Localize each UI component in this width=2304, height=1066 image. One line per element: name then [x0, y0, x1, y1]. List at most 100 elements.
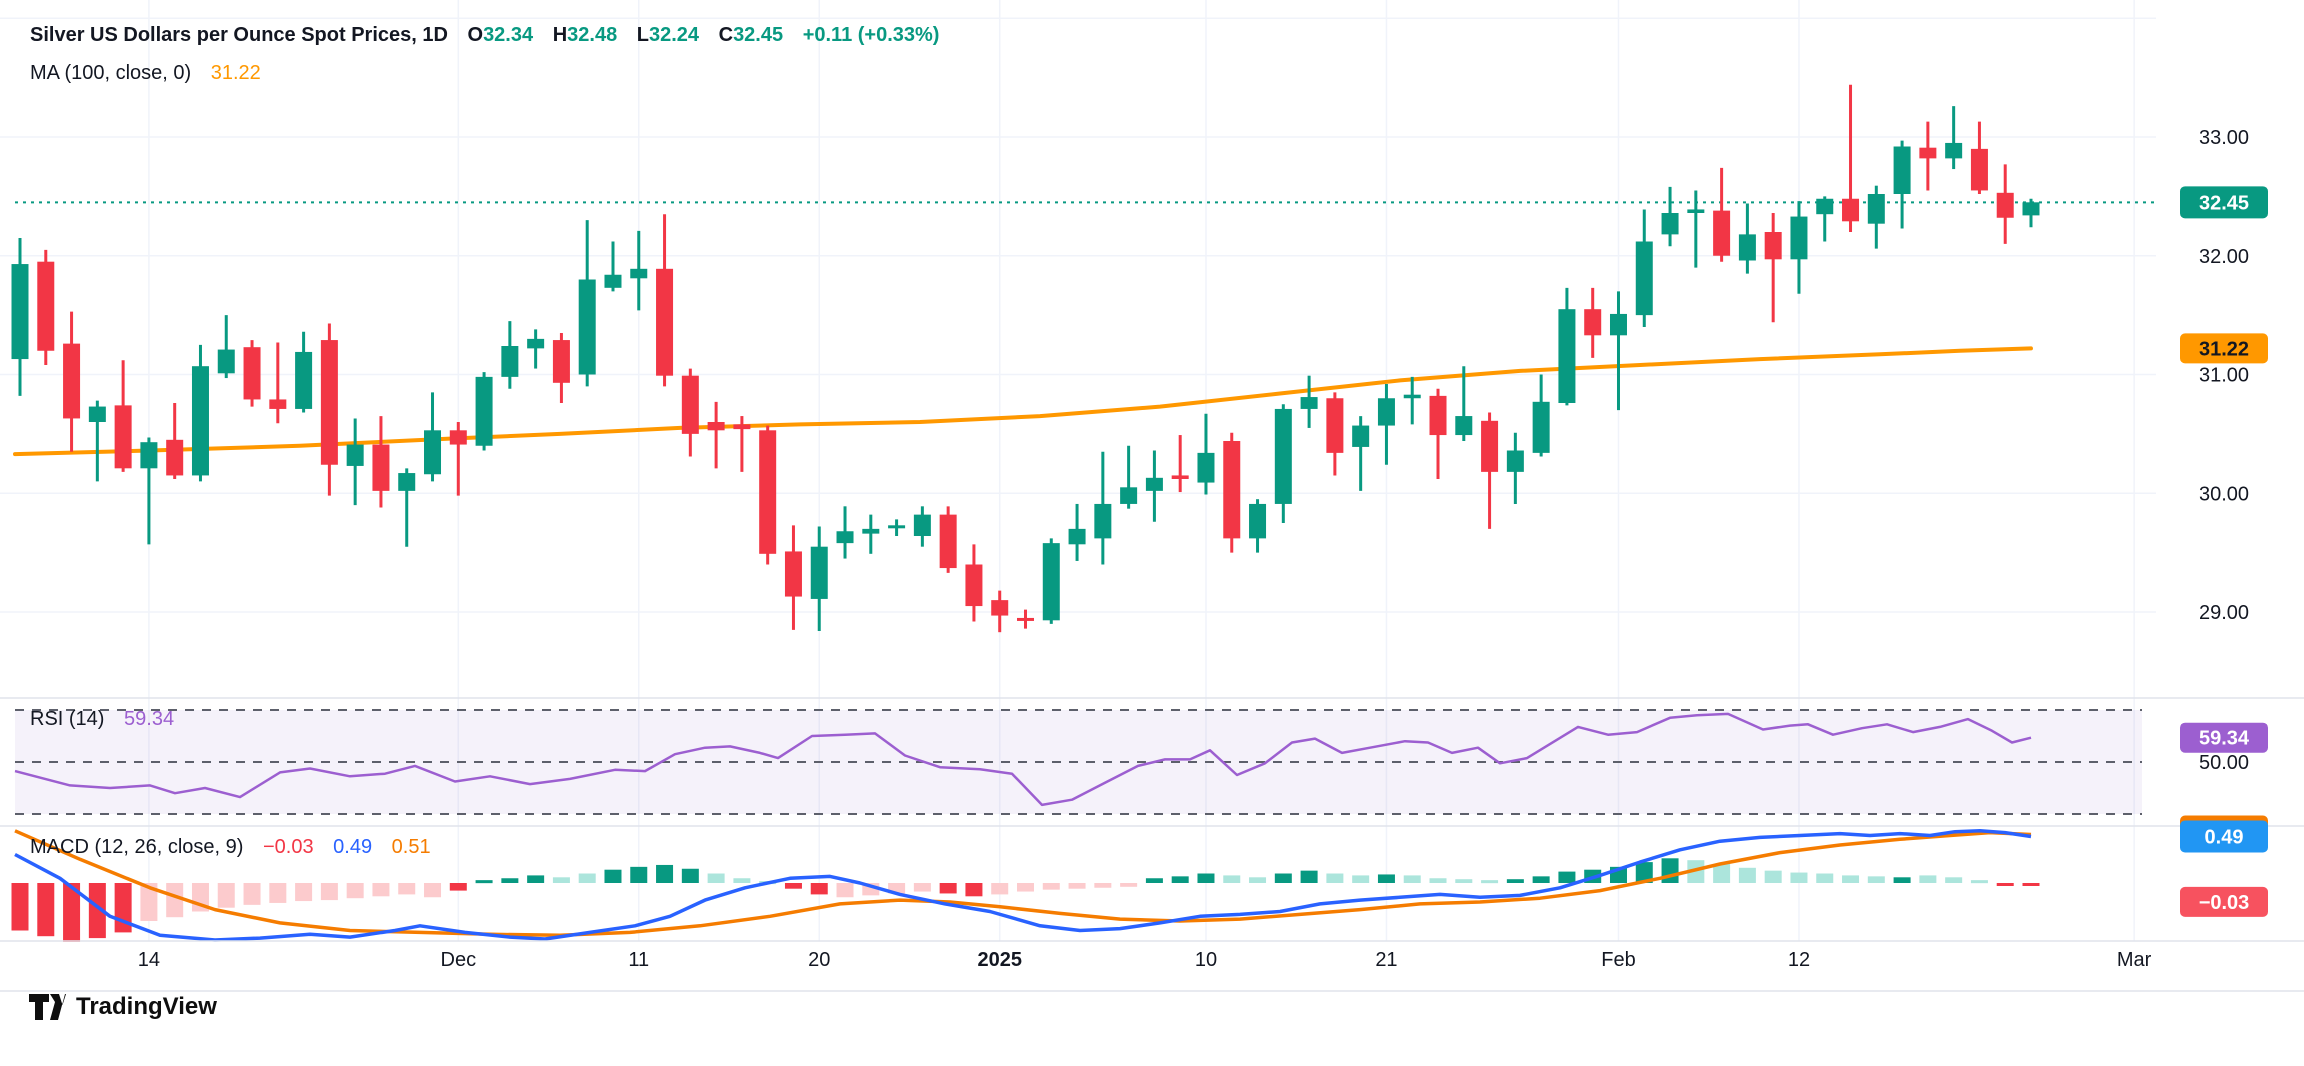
- macd-histogram-bar: [1249, 877, 1267, 883]
- candle-body: [1197, 452, 1215, 483]
- macd-histogram-bar: [707, 873, 725, 883]
- macd-legend-label: MACD (12, 26, close, 9): [30, 836, 244, 858]
- candle-body: [913, 514, 931, 536]
- time-tick-2025: 2025: [977, 949, 1022, 971]
- macd-histogram-bar: [630, 866, 648, 883]
- macd-main-line: [14, 829, 2032, 942]
- candle-body: [630, 268, 648, 279]
- candle-body: [449, 430, 467, 445]
- candle-body: [1403, 394, 1421, 399]
- macd-histogram-bar: [681, 868, 699, 883]
- candle-body: [991, 600, 1009, 616]
- candle-body: [398, 473, 416, 491]
- macd-histogram-bar: [166, 883, 184, 918]
- macd-histogram-bar: [372, 883, 390, 897]
- tradingview-logo-icon: [29, 994, 66, 1020]
- macd-histogram-bar: [527, 875, 545, 883]
- candle-body: [1377, 398, 1395, 426]
- candle-body: [11, 264, 29, 360]
- rsi-legend[interactable]: RSI (14) 59.34: [30, 706, 174, 732]
- main-legend[interactable]: Silver US Dollars per Ounce Spot Prices,…: [30, 22, 939, 48]
- candle-body: [424, 430, 442, 475]
- macd-histogram-bar: [733, 878, 751, 883]
- time-axis-labels[interactable]: 14 Dec 11 20 2025 10 21 Feb 12 Mar: [138, 949, 2152, 971]
- svg-text:31.22: 31.22: [2199, 338, 2249, 360]
- candle-body: [114, 405, 132, 469]
- macd-histogram-bar: [11, 883, 29, 931]
- ma-legend-label: MA (100, close, 0): [30, 62, 192, 84]
- macd-histogram-bar: [991, 883, 1009, 895]
- candle-body: [475, 376, 493, 446]
- macd-histogram-bar: [836, 883, 854, 898]
- price-axis-pane[interactable]: [2156, 0, 2304, 941]
- candle-body: [140, 442, 158, 469]
- macd-histogram-bar: [1506, 879, 1524, 883]
- pane-separators: [0, 697, 2304, 992]
- macd-histogram-bar: [501, 878, 519, 883]
- svg-text:33.00: 33.00: [2199, 127, 2249, 149]
- macd-histogram-bar: [1042, 883, 1060, 890]
- ma-legend[interactable]: MA (100, close, 0) 31.22: [30, 60, 261, 86]
- candle-body: [191, 366, 209, 476]
- time-tick-11: 11: [628, 949, 649, 971]
- main-pane[interactable]: [0, 0, 2156, 698]
- macd-legend[interactable]: MACD (12, 26, close, 9) −0.03 0.49 0.51: [30, 834, 431, 860]
- candle-body: [1300, 397, 1318, 409]
- macd-histogram-bar: [1429, 878, 1447, 883]
- svg-text:−0.03: −0.03: [2199, 892, 2250, 914]
- macd-histogram-bar: [1455, 879, 1473, 883]
- candle-body: [836, 531, 854, 544]
- candles-layer: [11, 84, 2040, 633]
- candle-body: [1042, 543, 1060, 621]
- price-axis-labels: 33.00 32.00 31.00 30.00 29.00 50.00: [2199, 127, 2249, 774]
- grid-lines: [0, 0, 2156, 941]
- macd-signal-value: 0.51: [391, 836, 431, 858]
- candle-body: [552, 340, 570, 383]
- svg-text:0.49: 0.49: [2205, 826, 2244, 848]
- time-tick-20: 20: [808, 949, 830, 971]
- time-tick-21: 21: [1375, 949, 1397, 971]
- candle-body: [295, 351, 313, 409]
- time-tick-12: 12: [1788, 949, 1810, 971]
- macd-histogram-bar: [1274, 873, 1292, 883]
- macd-histogram-bar: [1377, 874, 1395, 883]
- tradingview-logo[interactable]: TradingView: [28, 992, 217, 1022]
- candle-body: [1068, 528, 1086, 545]
- macd-histogram-bar: [888, 883, 906, 894]
- candle-body: [1996, 192, 2014, 218]
- macd-histogram-bar: [1816, 873, 1834, 883]
- candle-body: [88, 406, 106, 422]
- candle-body: [681, 375, 699, 434]
- macd-histogram-bar: [1867, 876, 1885, 883]
- macd-histogram-bar: [140, 883, 158, 921]
- macd-histogram-bar: [1635, 862, 1653, 883]
- candle-body: [1687, 209, 1705, 213]
- candle-body: [1223, 441, 1241, 539]
- svg-text:59.34: 59.34: [2199, 728, 2250, 750]
- rsi-legend-label: RSI (14): [30, 708, 105, 730]
- chart-panes[interactable]: [0, 0, 2304, 991]
- candle-body: [862, 528, 880, 534]
- macd-histogram-bar: [1326, 873, 1344, 883]
- candle-body: [217, 349, 235, 374]
- candle-body: [1249, 503, 1267, 539]
- time-axis-pane[interactable]: [0, 941, 2304, 991]
- macd-histogram-bar: [1713, 864, 1731, 883]
- macd-histogram-bar: [1300, 870, 1318, 883]
- macd-histogram-bar: [37, 883, 55, 937]
- candle-body: [1429, 395, 1447, 436]
- macd-histogram-bar: [1945, 877, 1963, 883]
- candle-body: [1481, 420, 1499, 472]
- svg-text:31.00: 31.00: [2199, 365, 2249, 387]
- macd-histogram-bar: [1068, 883, 1086, 889]
- candle-body: [1945, 142, 1963, 159]
- macd-histogram-bar: [810, 883, 828, 895]
- macd-histogram-bar: [1403, 875, 1421, 883]
- macd-histogram-bar: [1996, 883, 2014, 886]
- macd-histogram-bar: [1842, 875, 1860, 883]
- candle-body: [604, 274, 622, 288]
- candle-body: [656, 268, 674, 376]
- macd-histogram-bar: [1764, 870, 1782, 883]
- macd-histogram-bar: [1171, 876, 1189, 883]
